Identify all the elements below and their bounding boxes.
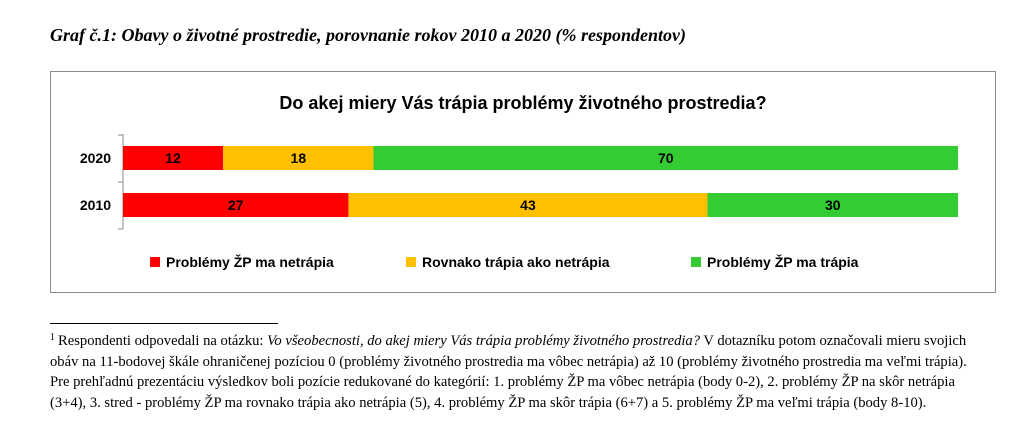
footnote: 1 Respondenti odpovedali na otázku: Vo vš… <box>50 328 980 413</box>
legend-label: Problémy ŽP ma trápia <box>707 253 859 270</box>
legend-label: Rovnako trápia ako netrápia <box>422 254 610 270</box>
bar-segment <box>123 193 349 217</box>
footnote-question: Vo všeobecnosti, do akej miery Vás trápi… <box>267 333 701 349</box>
category-label: 2020 <box>80 150 111 166</box>
chart-container: Do akej miery Vás trápia problémy životn… <box>50 71 996 293</box>
stacked-bar-chart: Do akej miery Vás trápia problémy životn… <box>80 93 958 270</box>
bar-segment <box>707 193 958 217</box>
legend-swatch <box>406 257 416 267</box>
category-label: 2010 <box>80 197 111 213</box>
bar-segment <box>123 146 224 170</box>
data-label: 70 <box>658 150 674 166</box>
footnote-intro: Respondenti odpovedali na otázku: <box>58 333 268 349</box>
data-label: 27 <box>228 197 244 213</box>
footnote-marker: 1 <box>50 332 55 343</box>
bar-segment <box>373 146 958 170</box>
legend-label: Problémy ŽP ma netrápia <box>166 253 334 270</box>
data-label: 18 <box>291 150 307 166</box>
chart-caption: Graf č.1: Obavy o životné prostredie, po… <box>50 25 686 45</box>
chart-title: Do akej miery Vás trápia problémy životn… <box>279 93 766 113</box>
legend-swatch <box>150 257 160 267</box>
bar-segment <box>223 146 374 170</box>
data-label: 43 <box>520 197 536 213</box>
footnote-divider <box>50 323 278 324</box>
bar-segment <box>348 193 708 217</box>
data-label: 12 <box>165 150 181 166</box>
legend-swatch <box>691 257 701 267</box>
data-label: 30 <box>825 197 841 213</box>
footnote-text: V dotazníku potom označovali mieru svoji… <box>50 333 967 411</box>
